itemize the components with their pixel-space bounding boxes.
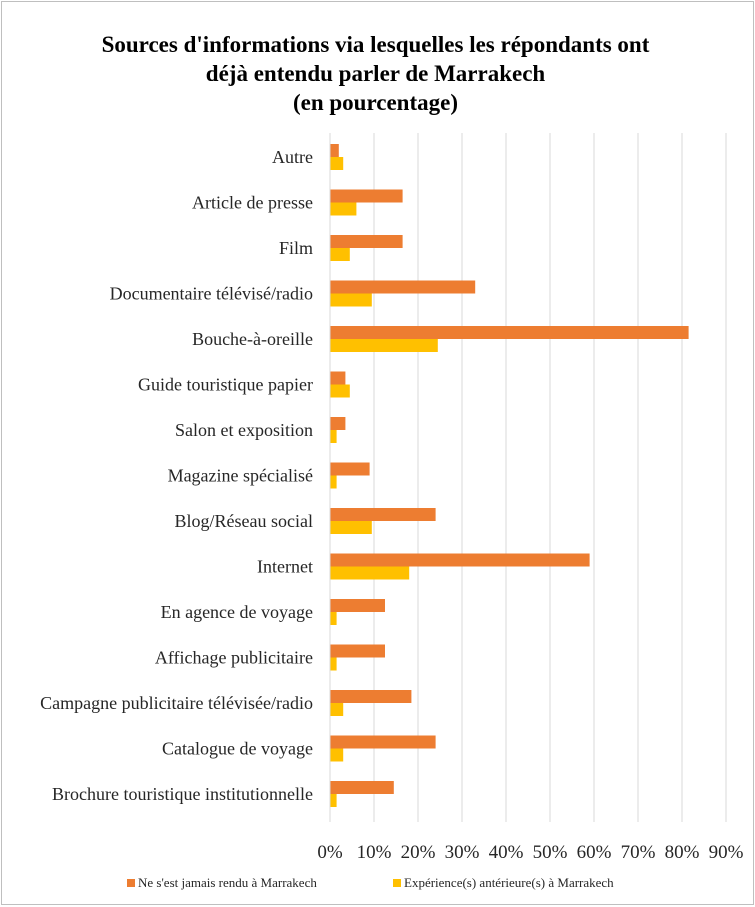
chart-title-line-1: Sources d'informations via lesquelles le…	[101, 32, 650, 57]
bar-never-visited	[330, 417, 346, 430]
category-label: Blog/Réseau social	[175, 511, 313, 531]
category-label: Affichage publicitaire	[155, 648, 313, 668]
category-label: Internet	[257, 557, 313, 577]
bar-previous-experience	[330, 521, 372, 534]
bar-never-visited	[330, 553, 590, 567]
bar-previous-experience	[330, 612, 337, 625]
bar-never-visited	[330, 326, 689, 339]
bar-never-visited	[330, 280, 476, 294]
category-label: Autre	[272, 147, 313, 167]
bar-previous-experience	[330, 248, 350, 261]
chart-title-line-2: déjà entendu parler de Marrakech	[205, 61, 546, 86]
category-label: Article de presse	[192, 193, 313, 213]
bar-never-visited	[330, 189, 403, 203]
x-tick-label: 80%	[665, 842, 700, 863]
x-tick-label: 50%	[533, 842, 568, 863]
bar-previous-experience	[330, 703, 344, 716]
bar-never-visited	[330, 371, 346, 385]
x-tick-label: 60%	[577, 842, 612, 863]
bar-never-visited	[330, 781, 394, 794]
bar-previous-experience	[330, 657, 337, 671]
bar-previous-experience	[330, 566, 410, 580]
category-label: En agence de voyage	[161, 602, 313, 622]
bar-previous-experience	[330, 293, 372, 307]
bar-never-visited	[330, 508, 436, 521]
category-label: Bouche-à-oreille	[192, 329, 313, 349]
category-label: Salon et exposition	[175, 420, 313, 440]
bar-previous-experience	[330, 384, 350, 398]
bar-previous-experience	[330, 339, 438, 352]
category-label: Catalogue de voyage	[162, 739, 313, 759]
bar-never-visited	[330, 144, 339, 157]
bar-previous-experience	[330, 202, 357, 216]
x-tick-label: 20%	[401, 842, 436, 863]
category-label: Magazine spécialisé	[168, 466, 313, 486]
bar-previous-experience	[330, 748, 344, 762]
bar-previous-experience	[330, 794, 337, 807]
category-label: Documentaire télévisé/radio	[110, 284, 313, 304]
bar-previous-experience	[330, 430, 337, 443]
x-tick-label: 90%	[709, 842, 744, 863]
x-tick-label: 70%	[621, 842, 656, 863]
legend-label-previous-experience: Expérience(s) antérieure(s) à Marrakech	[404, 875, 614, 890]
x-tick-label: 30%	[445, 842, 480, 863]
category-label: Guide touristique papier	[138, 375, 313, 395]
bar-never-visited	[330, 644, 385, 658]
chart-title-line-3: (en pourcentage)	[292, 90, 459, 115]
x-tick-label: 40%	[489, 842, 524, 863]
bar-never-visited	[330, 735, 436, 749]
category-label: Film	[279, 238, 313, 258]
bar-never-visited	[330, 235, 403, 248]
bar-never-visited	[330, 599, 385, 612]
legend-label-never-visited: Ne s'est jamais rendu à Marrakech	[138, 875, 317, 890]
category-label: Brochure touristique institutionnelle	[52, 784, 313, 804]
x-tick-label: 0%	[317, 842, 343, 863]
bar-never-visited	[330, 690, 412, 703]
x-tick-label: 10%	[357, 842, 392, 863]
legend-swatch-never-visited	[127, 879, 135, 887]
bar-previous-experience	[330, 157, 344, 170]
chart-title: Sources d'informations via lesquelles le…	[0, 30, 751, 117]
bar-never-visited	[330, 462, 370, 476]
category-label: Campagne publicitaire télévisée/radio	[40, 693, 313, 713]
legend-swatch-previous-experience	[393, 879, 401, 887]
bar-previous-experience	[330, 475, 337, 489]
